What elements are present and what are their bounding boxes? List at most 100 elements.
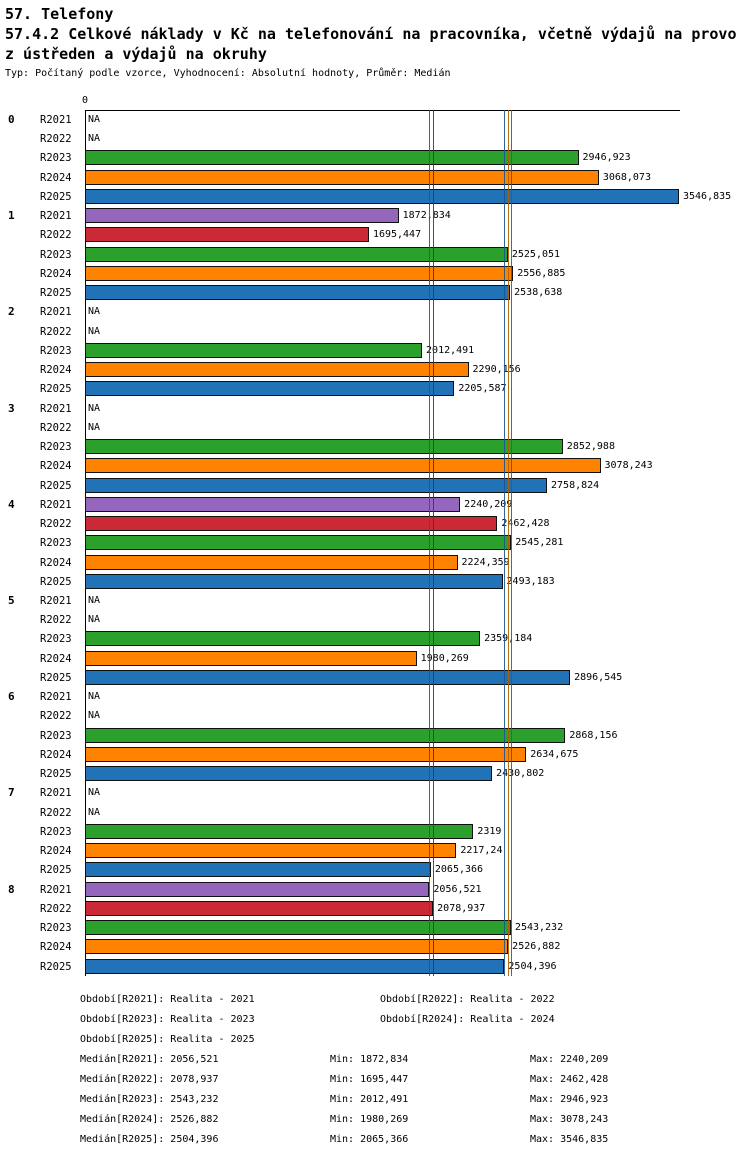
chart-row-7-R2021: 7 R2021 NA [0,783,750,802]
value-label: 2525,051 [511,248,561,260]
bar-R2024 [85,362,469,378]
bar-R2021 [85,208,399,224]
stat-min: Min: 2012,491 [330,1094,409,1105]
stat-min: Min: 1980,269 [330,1114,409,1125]
chart-row-3-R2025: R2025 2758,824 [0,476,750,495]
value-label: 2462,428 [501,518,550,530]
chart-row-3-R2024: R2024 3078,243 [0,456,750,475]
bar-R2023 [85,920,511,936]
report-header: 57. Telefony 57.4.2 Celkové náklady v Kč… [5,4,750,80]
na-label: NA [88,595,101,606]
series-label: R2024 [40,171,72,184]
chart-row-6-R2022: R2022 NA [0,706,750,725]
value-label: 3078,243 [604,460,653,472]
chart-row-7-R2024: R2024 2217,24 [0,841,750,860]
legend-item: Období[R2022]: Realita - 2022 [380,994,555,1005]
value-label: 2205,587 [458,383,507,395]
bar-R2021 [85,496,461,512]
value-label: 2504,396 [508,960,557,972]
stat-median: Medián[R2025]: 2504,396 [80,1134,219,1145]
bar-R2025 [85,862,431,878]
series-label: R2025 [40,864,72,877]
series-label: R2025 [40,479,72,492]
chart-row-5-R2025: R2025 2896,545 [0,668,750,687]
value-label: 2319 [477,825,502,837]
category-label: 1 [8,209,15,223]
series-label: R2022 [40,806,72,819]
bar-R2024 [85,265,514,281]
na-label: NA [88,306,101,318]
na-label: NA [88,806,101,818]
value-label: 3546,835 [683,190,732,202]
series-label: R2024 [40,267,72,280]
series-label: R2021 [40,787,72,800]
series-label: R2024 [40,748,72,761]
bar-R2023 [85,439,563,455]
series-label: R2025 [40,287,72,300]
chart-row-6-R2024: R2024 2634,675 [0,745,750,764]
value-label: 2538,638 [514,287,563,299]
bar-R2024 [85,458,601,474]
chart-row-6-R2025: R2025 2430,802 [0,764,750,783]
na-label: NA [88,710,101,722]
series-label: R2022 [40,421,72,434]
chart-row-8-R2025: R2025 2504,396 [0,957,750,976]
series-label: R2023 [40,248,72,261]
bar-R2025 [85,573,503,589]
series-label: R2021 [40,114,72,126]
stat-median: Medián[R2023]: 2543,232 [80,1094,219,1105]
bar-R2023 [85,246,508,262]
bar-R2023 [85,823,474,839]
stat-max: Max: 3546,835 [530,1134,609,1145]
chart-row-0-R2021: 0 R2021 NA [0,110,750,129]
series-label: R2024 [40,845,72,858]
stat-min: Min: 1695,447 [330,1074,409,1085]
series-label: R2025 [40,383,72,396]
category-label: 6 [8,690,15,704]
chart-row-2-R2022: R2022 NA [0,322,750,341]
chart-row-3-R2022: R2022 NA [0,418,750,437]
chart-row-6-R2021: 6 R2021 NA [0,687,750,706]
na-label: NA [88,787,101,799]
chart-row-5-R2022: R2022 NA [0,610,750,629]
bar-R2022 [85,516,498,532]
chart-row-5-R2024: R2024 1980,269 [0,649,750,668]
chart-row-8-R2024: R2024 2526,882 [0,937,750,956]
stat-min: Min: 1872,834 [330,1054,409,1065]
legend-item: Období[R2023]: Realita - 2023 [80,1014,255,1025]
bar-R2024 [85,169,599,185]
stat-max: Max: 3078,243 [530,1114,609,1125]
value-label: 2065,366 [434,864,484,876]
legend: Období[R2021]: Realita - 2021 Období[R202… [0,993,750,1051]
bar-R2022 [85,900,434,916]
chart-row-0-R2025: R2025 3546,835 [0,187,750,206]
chart-row-5-R2021: 5 R2021 NA [0,591,750,610]
category-label: 0 [8,113,15,126]
value-label: 2056,521 [433,883,482,895]
value-label: 1695,447 [372,229,422,241]
chart-row-1-R2022: R2022 1695,447 [0,225,750,244]
chart-row-0-R2024: R2024 3068,073 [0,168,750,187]
value-label: 2078,937 [437,902,486,914]
median-line-R2023 [510,110,512,976]
category-label: 3 [8,401,15,415]
bar-R2024 [85,843,457,859]
stat-max: Max: 2240,209 [530,1054,609,1065]
series-label: R2024 [40,941,72,954]
bar-R2025 [85,766,493,782]
chart-row-5-R2023: R20232359,184 [0,629,750,648]
chart-row-0-R2022: R2022 NA [0,129,750,148]
chart-row-8-R2023: R2023 2543,232 [0,918,750,937]
series-label: R2023 [40,537,72,550]
series-label: R2022 [40,133,72,146]
value-label: 2758,824 [551,479,600,491]
chart-row-2-R2023: R2023 2012,491 [0,341,750,360]
stat-max: Max: 2462,428 [530,1074,609,1085]
series-label: R2023 [40,344,72,357]
series-label: R2021 [40,883,72,896]
bar-R2024 [85,650,417,666]
chart-row-1-R2021: 1 R2021 1872,834 [0,206,750,225]
bar-R2021 [85,881,430,897]
series-label: R2021 [40,595,72,607]
